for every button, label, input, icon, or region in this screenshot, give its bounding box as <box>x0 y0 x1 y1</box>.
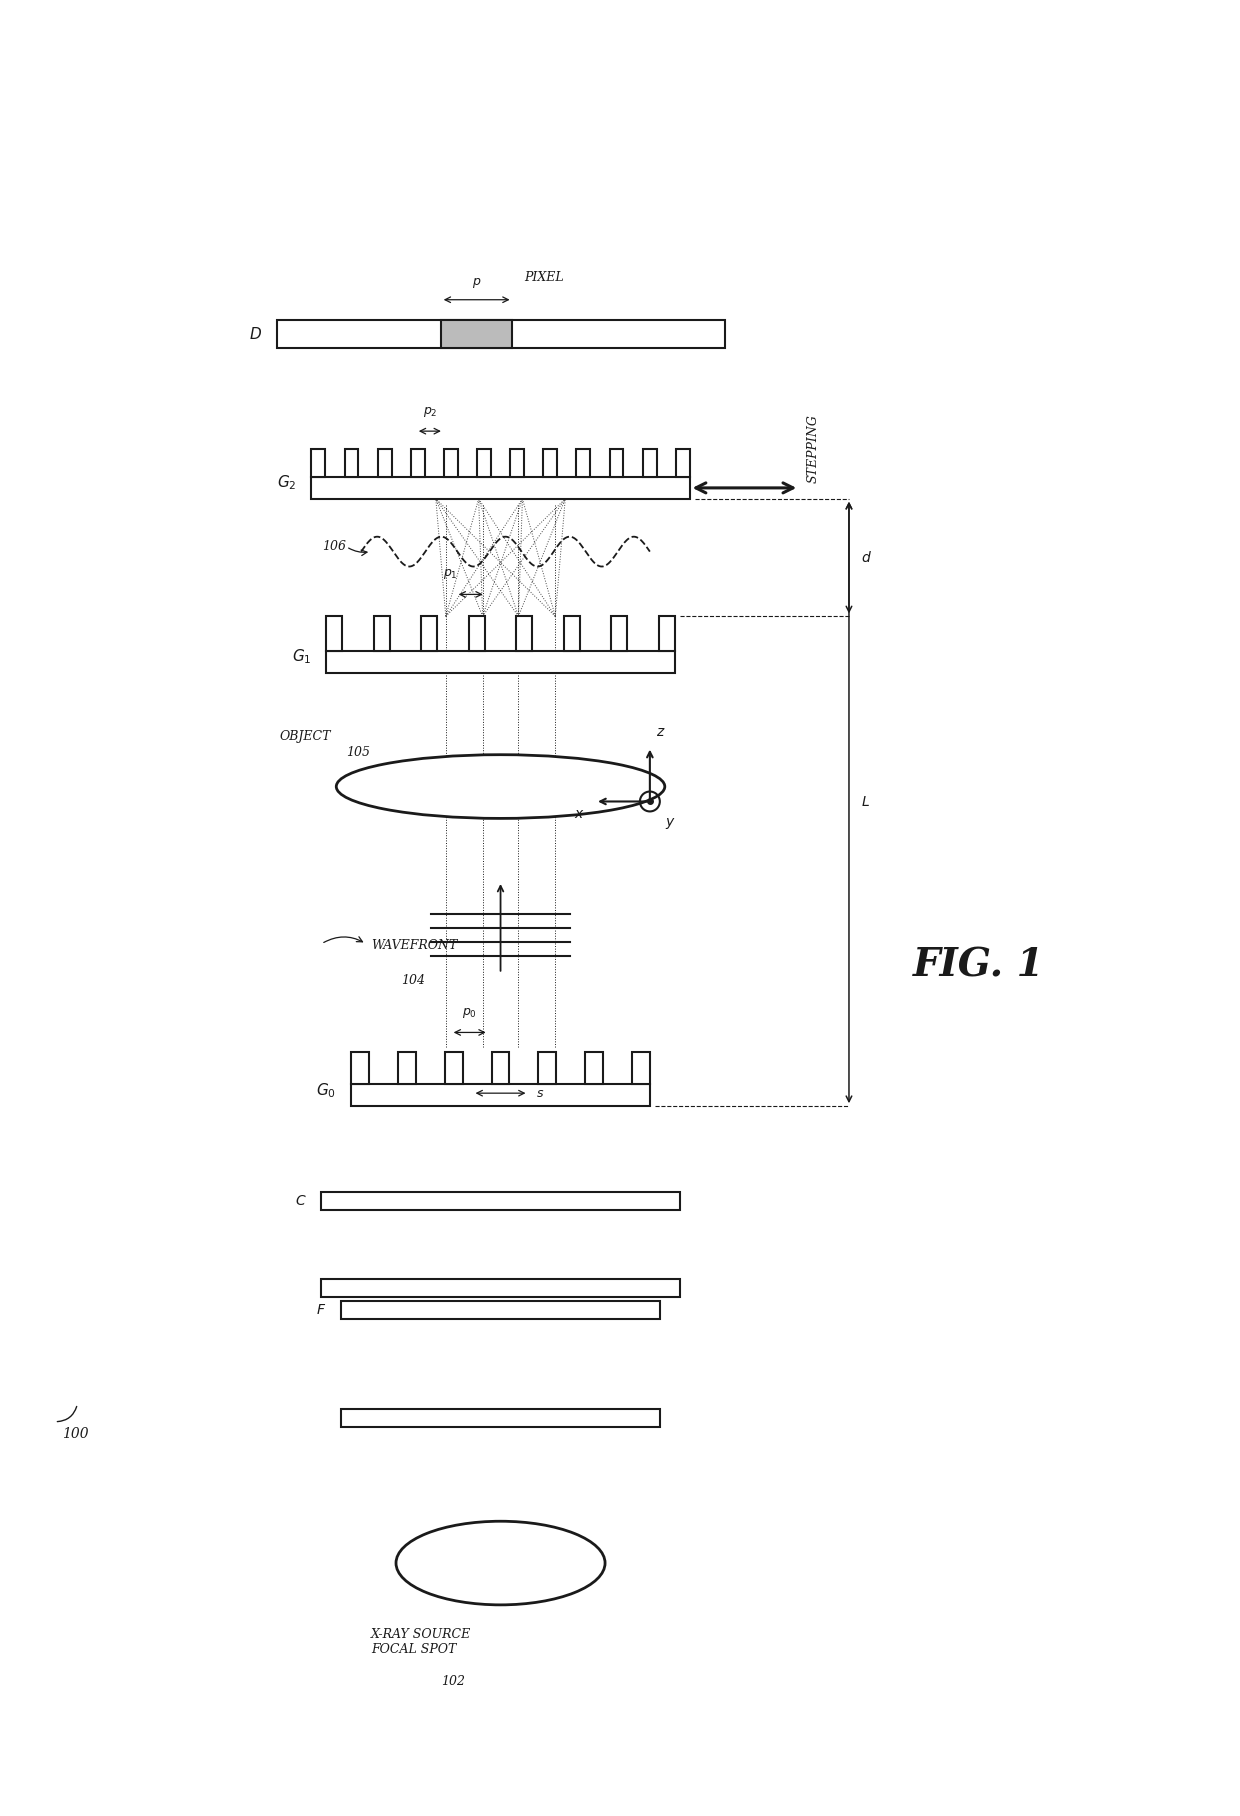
Bar <box>445 1051 463 1084</box>
Text: PIXEL: PIXEL <box>525 271 564 285</box>
Bar <box>611 616 627 652</box>
Bar <box>341 1409 660 1427</box>
Bar <box>311 449 325 478</box>
Bar <box>510 449 525 478</box>
Bar <box>351 1084 650 1106</box>
Bar <box>410 449 424 478</box>
Text: $s$: $s$ <box>537 1086 544 1100</box>
Bar <box>341 1302 660 1318</box>
Bar <box>538 1051 557 1084</box>
Text: $C$: $C$ <box>295 1193 306 1208</box>
Text: 100: 100 <box>62 1427 89 1440</box>
Bar <box>577 449 590 478</box>
Bar <box>345 449 358 478</box>
Bar <box>469 616 485 652</box>
Text: STEPPING: STEPPING <box>806 414 820 483</box>
Bar <box>491 1051 510 1084</box>
Text: $G_0$: $G_0$ <box>316 1081 336 1099</box>
Bar <box>378 449 392 478</box>
Bar <box>398 1051 415 1084</box>
Bar <box>477 449 491 478</box>
Text: $p_2$: $p_2$ <box>423 405 438 419</box>
Text: $z$: $z$ <box>656 725 666 739</box>
Bar <box>326 652 675 674</box>
Bar <box>658 616 675 652</box>
Text: FIG. 1: FIG. 1 <box>913 946 1044 984</box>
Text: $x$: $x$ <box>574 808 585 821</box>
Bar <box>564 616 580 652</box>
Bar <box>321 1278 680 1297</box>
Text: $D$: $D$ <box>248 325 262 341</box>
Bar <box>326 616 342 652</box>
Bar <box>351 1051 370 1084</box>
Bar <box>373 616 389 652</box>
Bar <box>676 449 689 478</box>
Bar <box>444 449 458 478</box>
Text: $p_1$: $p_1$ <box>444 567 458 581</box>
Bar <box>277 320 724 347</box>
Bar <box>516 616 532 652</box>
Bar <box>585 1051 603 1084</box>
Bar <box>642 449 656 478</box>
Text: $G_1$: $G_1$ <box>291 648 311 666</box>
Text: $p$: $p$ <box>472 276 481 291</box>
Text: $d$: $d$ <box>861 550 872 565</box>
Text: 102: 102 <box>440 1674 465 1687</box>
Text: 105: 105 <box>346 746 371 759</box>
Text: 106: 106 <box>322 539 346 554</box>
Text: $p_0$: $p_0$ <box>463 1006 477 1021</box>
Text: X-RAY SOURCE
FOCAL SPOT: X-RAY SOURCE FOCAL SPOT <box>371 1627 471 1656</box>
Bar <box>321 1191 680 1209</box>
Bar <box>311 478 689 499</box>
Bar <box>440 320 512 347</box>
Text: 104: 104 <box>401 973 425 986</box>
Text: WAVEFRONT: WAVEFRONT <box>371 939 458 952</box>
Ellipse shape <box>396 1522 605 1605</box>
Text: $L$: $L$ <box>861 795 869 810</box>
Text: $F$: $F$ <box>316 1304 326 1317</box>
Bar <box>610 449 624 478</box>
Text: $y$: $y$ <box>665 817 676 832</box>
Bar <box>422 616 438 652</box>
Bar <box>632 1051 650 1084</box>
Text: OBJECT: OBJECT <box>280 730 331 743</box>
Ellipse shape <box>336 755 665 819</box>
Bar <box>543 449 557 478</box>
Text: $G_2$: $G_2$ <box>277 474 296 492</box>
